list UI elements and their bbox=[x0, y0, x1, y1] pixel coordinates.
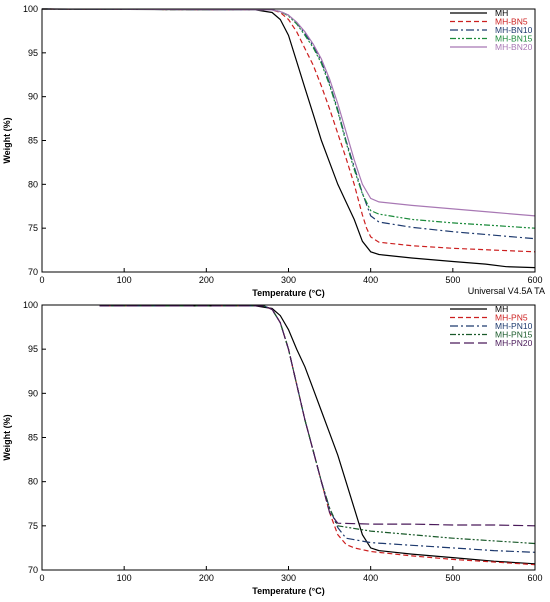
x-tick-label: 100 bbox=[117, 573, 132, 583]
plot-frame bbox=[41, 304, 536, 571]
x-tick-label: 400 bbox=[363, 573, 378, 583]
x-tick-label: 300 bbox=[281, 573, 296, 583]
plot-frame bbox=[41, 8, 536, 273]
x-tick-label: 600 bbox=[527, 275, 542, 285]
legend-label-0: MH bbox=[495, 304, 508, 314]
x-tick-label: 500 bbox=[445, 573, 460, 583]
series-line-0 bbox=[41, 8, 536, 269]
y-axis-label: Weight (%) bbox=[2, 117, 12, 163]
legend-label-1: MH-PN5 bbox=[495, 313, 528, 323]
x-tick-label: 200 bbox=[199, 275, 214, 285]
y-tick-label: 95 bbox=[28, 344, 38, 354]
series-line-1 bbox=[99, 305, 536, 566]
y-tick-label: 80 bbox=[28, 179, 38, 189]
series-line-4 bbox=[99, 305, 536, 527]
x-axis-label: Temperature (°C) bbox=[252, 288, 324, 298]
y-tick-label: 85 bbox=[28, 136, 38, 146]
x-tick-label: 600 bbox=[527, 573, 542, 583]
y-tick-label: 75 bbox=[28, 223, 38, 233]
series-line-3 bbox=[99, 305, 536, 545]
series-line-0 bbox=[99, 305, 536, 565]
x-tick-label: 400 bbox=[363, 275, 378, 285]
series-line-2 bbox=[41, 8, 536, 240]
y-tick-label: 100 bbox=[23, 4, 38, 14]
y-tick-label: 80 bbox=[28, 477, 38, 487]
legend-label-4: MH-PN20 bbox=[495, 338, 533, 348]
x-tick-label: 200 bbox=[199, 573, 214, 583]
series-line-4 bbox=[41, 8, 536, 217]
x-tick-label: 300 bbox=[281, 275, 296, 285]
y-tick-label: 100 bbox=[23, 300, 38, 310]
series-line-3 bbox=[41, 8, 536, 229]
x-tick-label: 500 bbox=[445, 275, 460, 285]
chart-bottom: 0 100 200 300 400 500 600 70 75 80 85 90 95 100 Temper… bbox=[2, 300, 543, 596]
legend-label-1: MH-BN5 bbox=[495, 17, 528, 27]
y-tick-label: 95 bbox=[28, 48, 38, 58]
x-axis-label: Temperature (°C) bbox=[252, 586, 324, 596]
x-tick-label: 0 bbox=[39, 573, 44, 583]
x-tick-label: 100 bbox=[117, 275, 132, 285]
series-line-1 bbox=[41, 8, 536, 253]
legend-label-3: MH-PN15 bbox=[495, 330, 533, 340]
legend-label-0: MH bbox=[495, 8, 508, 18]
y-tick-label: 90 bbox=[28, 388, 38, 398]
y-tick-label: 85 bbox=[28, 433, 38, 443]
footer-text: Universal V4.5A TA bbox=[468, 286, 545, 296]
x-tick-label: 0 bbox=[39, 275, 44, 285]
y-tick-label: 75 bbox=[28, 521, 38, 531]
y-tick-label: 90 bbox=[28, 92, 38, 102]
legend-label-2: MH-PN10 bbox=[495, 321, 533, 331]
legend-label-4: MH-BN20 bbox=[495, 42, 533, 52]
chart-top: 0 100 200 300 400 500 600 70 75 80 85 90 95 100 Temper… bbox=[2, 4, 543, 298]
y-tick-label: 70 bbox=[28, 565, 38, 575]
legend-label-3: MH-BN15 bbox=[495, 34, 533, 44]
y-tick-label: 70 bbox=[28, 267, 38, 277]
y-axis-label: Weight (%) bbox=[2, 414, 12, 460]
legend-label-2: MH-BN10 bbox=[495, 25, 533, 35]
